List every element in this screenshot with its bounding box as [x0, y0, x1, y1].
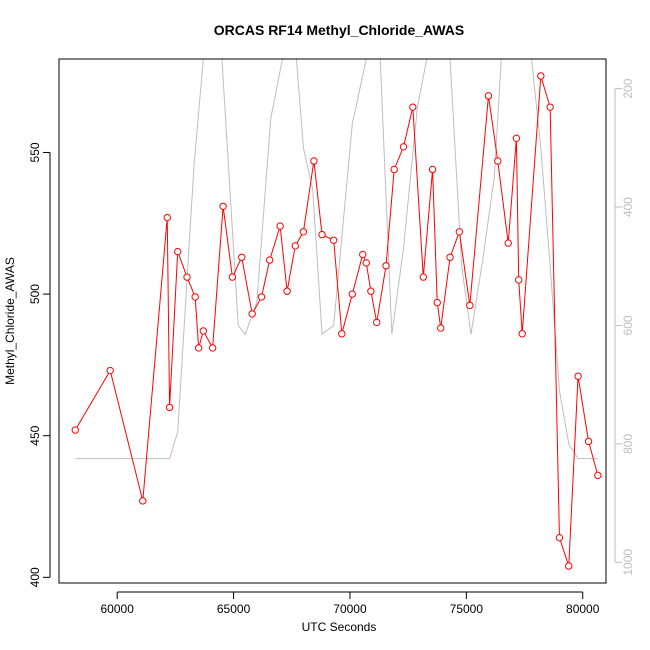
data-point — [276, 222, 284, 230]
data-point — [362, 259, 370, 267]
y2-tick-label: 400 — [621, 197, 635, 217]
y-tick-label: 400 — [28, 567, 42, 587]
data-point — [310, 157, 318, 165]
data-point — [518, 330, 526, 338]
data-point — [183, 273, 191, 281]
secondary-series — [75, 59, 598, 460]
data-point — [565, 562, 573, 570]
data-point — [504, 239, 512, 247]
data-point — [594, 471, 602, 480]
data-point — [165, 403, 174, 412]
data-point — [515, 276, 523, 284]
data-point — [382, 262, 390, 270]
y2-tick-label: 600 — [621, 315, 635, 335]
data-point — [373, 318, 381, 327]
x-axis: 60000 65000 70000 75000 80000 — [101, 591, 600, 616]
secondary-series-line — [75, 59, 598, 460]
x-tick-label: 70000 — [333, 602, 367, 616]
y-axis-label: Methyl_Chloride_AWAS — [3, 257, 17, 385]
data-point — [419, 273, 427, 281]
plot-frame — [58, 58, 607, 584]
primary-series — [71, 72, 602, 570]
data-point — [390, 165, 398, 174]
data-point — [446, 253, 454, 261]
data-point — [584, 437, 593, 446]
data-point — [265, 256, 274, 264]
y2-axis: 200 400 600 800 1000 — [614, 78, 635, 576]
data-point — [512, 134, 521, 143]
data-point — [199, 327, 208, 335]
data-point — [574, 372, 582, 380]
data-point — [484, 92, 493, 100]
y2-tick-label: 200 — [621, 78, 635, 98]
x-tick-label: 65000 — [217, 602, 251, 616]
data-point — [283, 287, 291, 295]
data-point — [174, 247, 182, 256]
data-point — [291, 242, 299, 250]
data-point — [348, 290, 356, 298]
data-point — [208, 344, 217, 352]
data-point — [299, 228, 308, 236]
data-point — [71, 426, 79, 434]
data-point — [238, 253, 246, 261]
data-point — [367, 287, 375, 295]
primary-series-line — [74, 75, 599, 567]
data-point — [228, 273, 237, 281]
y-axis: 400 450 500 550 — [28, 142, 51, 587]
data-point — [455, 228, 464, 236]
data-point — [399, 143, 408, 151]
data-point — [194, 344, 203, 352]
data-point — [433, 298, 441, 307]
y2-tick-label: 800 — [621, 434, 635, 454]
y-tick-label: 450 — [28, 425, 42, 445]
data-point — [359, 250, 367, 259]
data-point — [546, 103, 554, 111]
data-point — [163, 213, 171, 222]
x-tick-label: 80000 — [566, 602, 600, 616]
data-point — [191, 293, 199, 301]
y2-tick-label: 1000 — [621, 549, 635, 576]
data-point — [437, 324, 445, 332]
data-point — [219, 202, 227, 210]
y-tick-label: 500 — [28, 284, 42, 304]
data-point — [338, 330, 346, 338]
data-point — [555, 533, 564, 542]
data-point — [318, 230, 326, 239]
data-point — [409, 103, 417, 111]
y-tick-label: 550 — [28, 142, 42, 162]
x-tick-label: 60000 — [101, 602, 135, 616]
data-point — [466, 301, 474, 310]
data-point — [257, 293, 266, 301]
chart-title: ORCAS RF14 Methyl_Chloride_AWAS — [214, 22, 465, 38]
data-point — [139, 497, 147, 505]
data-point — [248, 310, 256, 318]
x-tick-label: 75000 — [450, 602, 484, 616]
data-point — [494, 157, 502, 165]
data-point — [428, 165, 437, 174]
data-point — [106, 366, 114, 375]
data-point — [537, 72, 545, 80]
x-axis-label: UTC Seconds — [302, 620, 377, 634]
data-point — [329, 236, 338, 244]
